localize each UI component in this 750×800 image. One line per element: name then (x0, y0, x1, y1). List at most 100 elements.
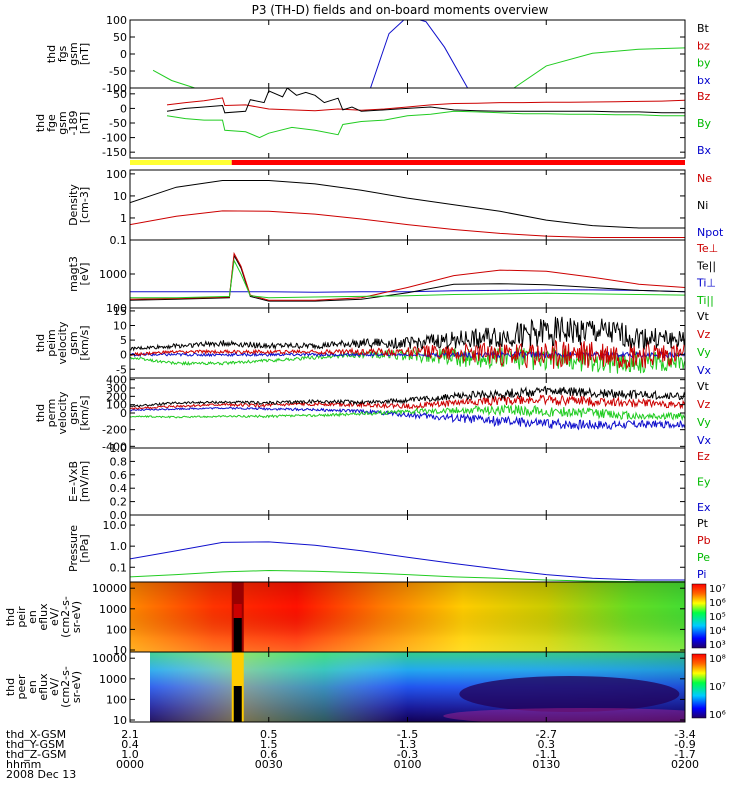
y-axis-label: [nPa] (78, 534, 91, 562)
legend-item: Npot (697, 226, 724, 239)
panel-frame (129, 19, 686, 89)
legend-item: bz (697, 39, 710, 52)
series-Ti⊥ (130, 289, 685, 293)
x-axis-value: -1.5 (397, 728, 418, 741)
y-tick-label: 100 (106, 399, 127, 412)
y-axis-label: [mV/m] (78, 461, 91, 502)
legend-item: Vt (697, 310, 710, 323)
y-tick-label: 10 (113, 714, 127, 727)
y-axis-label: (cm2-s- (59, 666, 72, 708)
y-tick-label: 1.0 (110, 442, 128, 455)
legend-item: bx (697, 74, 711, 87)
colorbar-label: 10⁵ (709, 612, 726, 623)
legend-item: Ez (697, 450, 710, 463)
series-Vz (130, 394, 685, 411)
y-axis-label: fgs (56, 45, 69, 62)
spectrogram-feature (443, 708, 685, 722)
x-axis-row-label: thd_Y-GSM (6, 738, 65, 751)
series-by (152, 69, 195, 88)
y-tick-label: 50 (113, 88, 127, 101)
series-line-Ne (130, 210, 685, 238)
y-tick-label: 0 (120, 102, 127, 115)
colorbar (691, 653, 707, 719)
y-axis-label: thd (34, 334, 47, 352)
colorbar-label: 10⁷ (709, 584, 726, 595)
y-tick-label: 0 (120, 407, 127, 420)
y-tick-label: 1000 (99, 268, 127, 281)
y-axis-label: peir (15, 606, 28, 628)
x-axis-value: 0200 (671, 758, 699, 771)
y-tick-label: 1.0 (110, 540, 128, 553)
y-axis-label: thd (34, 114, 47, 132)
y-tick-label: 10 (113, 190, 127, 203)
y-tick-label: 0.0 (110, 509, 128, 522)
series-line-by (513, 47, 685, 88)
y-axis-label: gsm (67, 331, 80, 354)
series-line-Ti⊥ (130, 289, 685, 293)
data-gap (233, 604, 242, 618)
y-tick-label: 10.0 (103, 519, 128, 532)
legend-item: Pb (697, 534, 711, 547)
y-tick-label: 300 (106, 382, 127, 395)
x-axis-value: -1.7 (674, 748, 695, 761)
series-line-Bt (166, 88, 685, 114)
y-axis-label: eV/ (48, 608, 61, 626)
x-axis-value: -1.1 (536, 748, 557, 761)
panel-density: 100 10 1 0.1 Density[cm-3] Ne Ni Npot (67, 168, 724, 247)
y-axis-label: eV/ (48, 678, 61, 696)
series-Pe (130, 569, 685, 582)
legend-item: Vy (697, 416, 711, 429)
legend-item: Ey (697, 476, 711, 489)
y-tick-label: -200 (102, 424, 127, 437)
legend-item: Bx (697, 144, 712, 157)
series-line-Vz (130, 339, 685, 370)
y-tick-label: 100 (106, 693, 127, 706)
colorbar (691, 583, 707, 649)
legend-item: Ne (697, 172, 712, 185)
x-axis-value: 1.5 (260, 738, 278, 751)
legend-item: Vz (697, 398, 711, 411)
y-axis-label: thd (45, 45, 58, 63)
y-tick-label: 100 (106, 302, 127, 315)
x-axis-value: 0.4 (121, 738, 139, 751)
y-axis-label: en (26, 610, 39, 624)
series-Bt (166, 88, 685, 114)
x-axis-value: 0000 (116, 758, 144, 771)
legend-item: Vy (697, 346, 711, 359)
y-tick-label: 50 (113, 31, 127, 44)
spectrogram-shade (130, 582, 685, 652)
x-axis-value: -0.9 (674, 738, 695, 751)
series-by (513, 47, 685, 88)
series-line-Vt (130, 385, 685, 408)
y-axis-label: eflux (37, 603, 50, 631)
x-axis-value: 0130 (532, 758, 560, 771)
series-line-Pe (130, 569, 685, 582)
data-gap (233, 618, 242, 652)
panel-frame (129, 169, 686, 241)
y-axis-label: [cm-3] (78, 187, 91, 223)
x-axis-value: 0030 (255, 758, 283, 771)
series-line-Vt (130, 316, 685, 352)
colorbar-label: 10⁸ (709, 654, 726, 665)
y-axis-label: sr-eV) (70, 601, 83, 633)
legend-item: Vx (697, 364, 712, 377)
series-Vx (130, 406, 685, 431)
legend-item: Bz (697, 90, 711, 103)
x-axis-value: 0100 (394, 758, 422, 771)
y-axis-label: magt3 (67, 256, 80, 292)
y-axis-label: sr-eV) (70, 671, 83, 703)
y-tick-label: -100 (102, 132, 127, 145)
legend-item: Te⊥ (696, 242, 718, 255)
x-axis-value: 0.6 (260, 748, 278, 761)
y-tick-label: 15 (113, 305, 127, 318)
spectrogram-image (130, 652, 685, 722)
y-axis-label: thd (34, 404, 47, 422)
legend-item: Vx (697, 434, 712, 447)
x-axis-row-label: hhmm (6, 758, 41, 771)
series-Ni (130, 180, 685, 229)
x-axis-value: 2.1 (121, 728, 139, 741)
series-line-Ni (130, 180, 685, 229)
y-axis-label: (cm2-s- (59, 596, 72, 638)
y-axis-label: fge (45, 114, 58, 132)
